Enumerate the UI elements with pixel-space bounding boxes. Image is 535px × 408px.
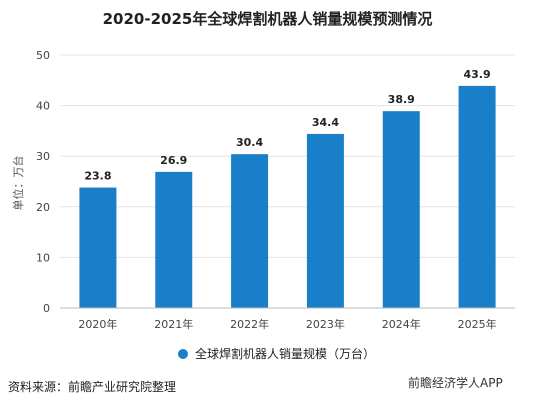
y-tick-label: 20 bbox=[36, 201, 50, 214]
data-label: 30.4 bbox=[236, 136, 263, 149]
bar bbox=[458, 85, 496, 308]
x-tick-label: 2024年 bbox=[382, 317, 421, 331]
axis-ticks: 0 10 20 30 40 50 2020年 2021年 2022年 2023年 2024年 2025… bbox=[36, 49, 497, 331]
bar bbox=[382, 111, 420, 308]
bar bbox=[155, 171, 193, 308]
legend-marker bbox=[178, 349, 188, 359]
source-note: 资料来源：前瞻产业研究院整理 bbox=[8, 380, 177, 394]
y-axis-label: 单位：万台 bbox=[11, 156, 25, 211]
bars bbox=[79, 85, 496, 308]
y-tick-label: 0 bbox=[43, 302, 50, 315]
x-tick-label: 2020年 bbox=[78, 317, 117, 331]
data-label: 43.9 bbox=[464, 68, 491, 81]
bar bbox=[79, 187, 117, 308]
bar bbox=[231, 154, 269, 308]
data-label: 38.9 bbox=[388, 93, 415, 106]
x-tick-label: 2023年 bbox=[306, 317, 345, 331]
x-tick-label: 2022年 bbox=[230, 317, 269, 331]
x-tick-label: 2021年 bbox=[154, 317, 193, 331]
data-labels: 23.8 26.9 30.4 34.4 38.9 43.9 bbox=[84, 68, 490, 183]
chart-title: 2020-2025年全球焊割机器人销量规模预测情况 bbox=[102, 10, 433, 28]
gridlines bbox=[60, 54, 515, 258]
data-label: 26.9 bbox=[160, 154, 187, 167]
y-tick-label: 10 bbox=[36, 251, 50, 264]
y-tick-label: 40 bbox=[36, 100, 50, 113]
y-tick-label: 50 bbox=[36, 49, 50, 62]
data-label: 23.8 bbox=[84, 170, 111, 183]
legend-label: 全球焊割机器人销量规模（万台） bbox=[195, 346, 375, 361]
bar bbox=[306, 133, 344, 308]
data-label: 34.4 bbox=[312, 116, 339, 129]
watermark: 前瞻经济学人APP bbox=[408, 376, 503, 390]
x-tick-label: 2025年 bbox=[458, 317, 497, 331]
y-tick-label: 30 bbox=[36, 150, 50, 163]
